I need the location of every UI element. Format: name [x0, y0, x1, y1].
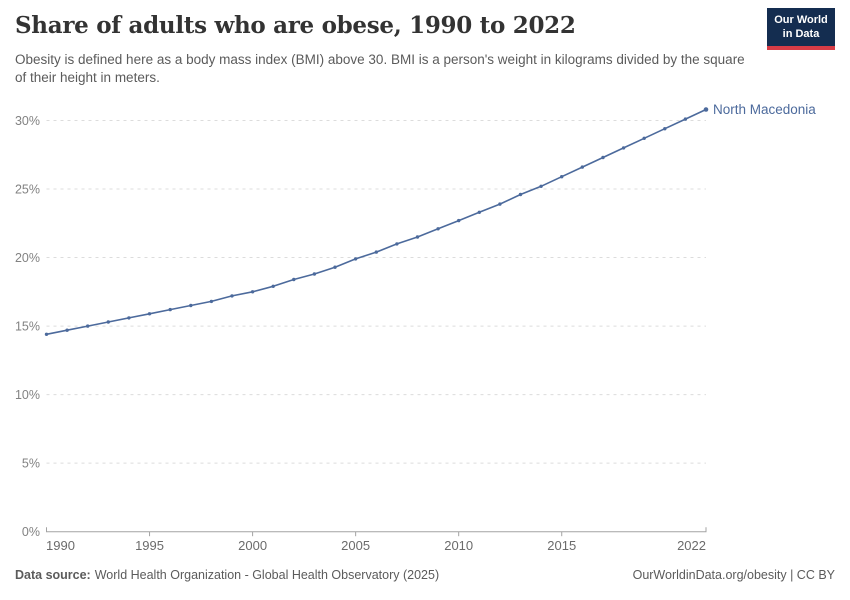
chart-footer: Data source: World Health Organization - … — [15, 568, 835, 582]
x-tick-label: 2005 — [341, 538, 370, 553]
x-tick-label: 2000 — [238, 538, 267, 553]
owid-logo-line1: Our World — [774, 14, 828, 26]
data-point-2010[interactable] — [457, 218, 461, 223]
data-point-2022[interactable] — [703, 107, 709, 112]
data-point-2020[interactable] — [663, 127, 667, 131]
chart-subtitle: Obesity is defined here as a body mass i… — [15, 52, 745, 86]
trend-line[interactable] — [45, 108, 707, 336]
data-point-2018[interactable] — [621, 146, 626, 150]
data-point-1997[interactable] — [189, 303, 193, 308]
x-tick-label: 2010 — [444, 538, 473, 553]
data-point-2013[interactable] — [518, 192, 523, 197]
data-point-2012[interactable] — [498, 202, 502, 206]
data-point-1999[interactable] — [230, 294, 234, 298]
data-point-1993[interactable] — [106, 320, 111, 324]
owid-logo[interactable]: Our World in Data — [767, 8, 835, 50]
y-tick-label: 25% — [15, 182, 40, 196]
series-end-label[interactable]: North Macedonia — [713, 102, 816, 117]
data-point-2019[interactable] — [642, 136, 646, 140]
data-point-1990[interactable] — [44, 332, 49, 336]
data-source-label: Data source: — [15, 568, 91, 582]
data-source: Data source: World Health Organization - … — [15, 568, 439, 582]
data-point-1994[interactable] — [127, 316, 131, 320]
y-tick-label: 0% — [22, 525, 40, 539]
data-point-1991[interactable] — [65, 328, 69, 332]
data-point-1995[interactable] — [147, 312, 152, 316]
license-link[interactable]: OurWorldinData.org/obesity | CC BY — [632, 568, 835, 582]
data-point-2002[interactable] — [292, 277, 296, 282]
data-point-2017[interactable] — [601, 155, 605, 160]
chart-title: Share of adults who are obese, 1990 to 2… — [15, 12, 576, 39]
y-tick-label: 10% — [15, 388, 40, 402]
data-point-2003[interactable] — [312, 272, 317, 276]
data-point-2016[interactable] — [580, 165, 584, 169]
data-point-2009[interactable] — [436, 227, 440, 231]
owid-logo-line2: in Data — [782, 28, 820, 41]
x-axis-line — [46, 527, 707, 533]
data-point-2014[interactable] — [539, 184, 543, 188]
data-point-2004[interactable] — [333, 265, 337, 269]
data-point-2008[interactable] — [415, 235, 420, 239]
data-point-2011[interactable] — [477, 210, 481, 214]
data-point-2001[interactable] — [271, 284, 275, 288]
y-tick-label: 5% — [22, 456, 40, 470]
data-point-2005[interactable] — [353, 257, 358, 261]
data-point-1992[interactable] — [86, 324, 90, 328]
data-source-text: World Health Organization - Global Healt… — [94, 568, 440, 582]
data-point-2007[interactable] — [395, 242, 399, 246]
y-tick-label: 30% — [15, 114, 40, 128]
data-point-1998[interactable] — [209, 299, 214, 304]
data-point-2006[interactable] — [374, 250, 378, 254]
x-tick-label: 2015 — [547, 538, 576, 553]
y-tick-label: 15% — [15, 319, 40, 333]
x-tick-label: 2022 — [677, 538, 706, 553]
data-point-2015[interactable] — [560, 175, 564, 179]
x-tick-label: 1995 — [135, 538, 164, 553]
data-point-2000[interactable] — [250, 290, 255, 294]
y-tick-label: 20% — [15, 251, 40, 265]
x-tick-label: 1990 — [46, 538, 75, 553]
data-point-2021[interactable] — [683, 117, 688, 121]
data-point-1996[interactable] — [168, 307, 172, 312]
